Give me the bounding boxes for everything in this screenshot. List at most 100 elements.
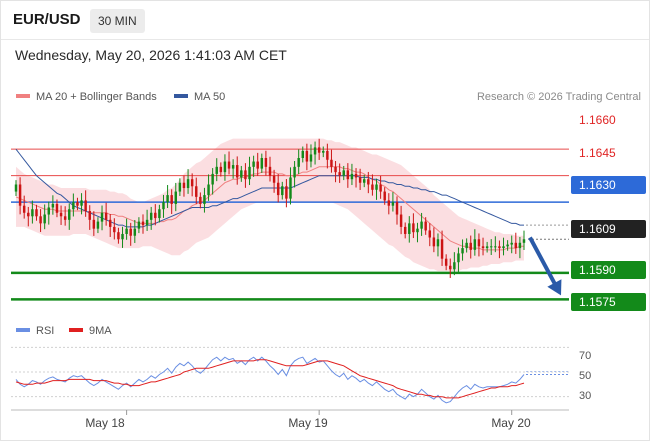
time-label-may19: May 19 [288, 416, 328, 430]
candle-body [510, 242, 513, 245]
candle-body [461, 248, 464, 254]
candle-body [305, 150, 309, 162]
level-label-1645: 1.1645 [579, 146, 616, 160]
candle-body [235, 165, 239, 178]
candle-body [375, 184, 378, 190]
candle-body [244, 170, 247, 180]
candle-body [391, 202, 395, 206]
candle-body [502, 246, 505, 249]
candle-body [465, 242, 468, 249]
candle-body [367, 179, 370, 185]
candle-body [203, 195, 206, 204]
candle-body [199, 196, 202, 204]
candle-body [117, 232, 120, 240]
candle-body [195, 186, 198, 197]
candle-body [248, 166, 251, 180]
candle-body [121, 233, 124, 240]
candle-body [477, 239, 481, 247]
bollinger-band [16, 138, 524, 272]
forecast-arrow [528, 236, 562, 296]
bollinger-band-fill [16, 138, 524, 272]
candle-body [297, 158, 300, 167]
last-price-tag [571, 220, 646, 238]
symbol-title: EUR/USD [13, 11, 81, 28]
candle-body [514, 242, 518, 249]
rsi-tick-70: 70 [579, 350, 591, 362]
candle-body [424, 221, 427, 231]
candle-body [494, 246, 497, 248]
candle-body [158, 209, 161, 219]
candle-body [227, 161, 231, 169]
candle-body [141, 221, 145, 226]
candle-body [444, 258, 448, 266]
candle-body [68, 209, 71, 220]
legend-swatch-9ma [69, 328, 83, 332]
candle-body [371, 184, 374, 190]
candle-body [27, 212, 30, 217]
candle-body [342, 170, 345, 176]
candle-body [276, 182, 280, 196]
level-label-1660: 1.1660 [579, 113, 616, 127]
candle-body [440, 239, 444, 259]
level-labels: 1.1660 1.1645 1.1630 1.1609 1.1590 1.157… [571, 113, 646, 311]
time-label-may20: May 20 [491, 416, 531, 430]
candle-body [395, 202, 399, 215]
candle-body [100, 212, 104, 222]
candle-body [522, 239, 526, 243]
forecast-arrow-shaft [528, 236, 559, 288]
pivot-tag [571, 176, 646, 194]
candles [14, 138, 526, 278]
candle-body [506, 244, 509, 247]
price-legend: MA 20 + Bollinger Bands MA 50 Research ©… [16, 91, 641, 103]
candle-body [166, 195, 169, 203]
candle-body [219, 166, 223, 173]
candle-body [92, 219, 96, 229]
candle-body [31, 209, 34, 217]
ma50-line [15, 148, 524, 228]
candle-body [108, 219, 112, 227]
candle-body [47, 207, 51, 215]
rsi-ticks: 70 50 30 [579, 350, 591, 402]
candle-body [350, 173, 354, 180]
candle-body [453, 262, 456, 270]
legend-swatch-ma20 [16, 94, 30, 98]
candle-body [346, 170, 350, 180]
candle-body [186, 179, 190, 189]
candle-body [174, 191, 178, 204]
candle-body [485, 246, 489, 249]
candle-body [215, 166, 218, 174]
candle-body [317, 147, 321, 153]
legend-rsi-label: RSI [36, 325, 54, 337]
legend-swatch-rsi [16, 328, 30, 332]
candle-body [330, 159, 333, 167]
candle-body [154, 212, 157, 219]
candle-body [469, 242, 472, 250]
candle-body [354, 173, 358, 178]
timeframe-badge[interactable]: 30 MIN [90, 9, 145, 33]
candle-body [231, 165, 235, 169]
candle-body [190, 179, 194, 187]
candle-body [55, 203, 59, 213]
rsi-tick-50: 50 [579, 370, 591, 382]
chart-datetime: Wednesday, May 20, 2026 1:41:03 AM CET [15, 47, 287, 63]
candle-body [39, 216, 42, 224]
legend-9ma-label: 9MA [89, 325, 112, 337]
candle-body [88, 211, 91, 220]
level-label-1590: 1.1590 [579, 263, 616, 277]
candle-body [457, 253, 460, 263]
candle-body [76, 202, 79, 206]
candle-body [252, 161, 255, 167]
candle-body [145, 219, 149, 226]
level-label-1630: 1.1630 [579, 178, 616, 192]
last-price-label: 1.1609 [579, 222, 616, 236]
candle-body [473, 239, 477, 250]
candle-body [416, 228, 419, 233]
candle-body [436, 239, 440, 247]
support-tag-1575 [571, 293, 646, 311]
candle-body [313, 147, 317, 155]
candle-body [207, 184, 210, 196]
forecast-arrow-head [547, 279, 562, 296]
candle-body [96, 221, 100, 229]
